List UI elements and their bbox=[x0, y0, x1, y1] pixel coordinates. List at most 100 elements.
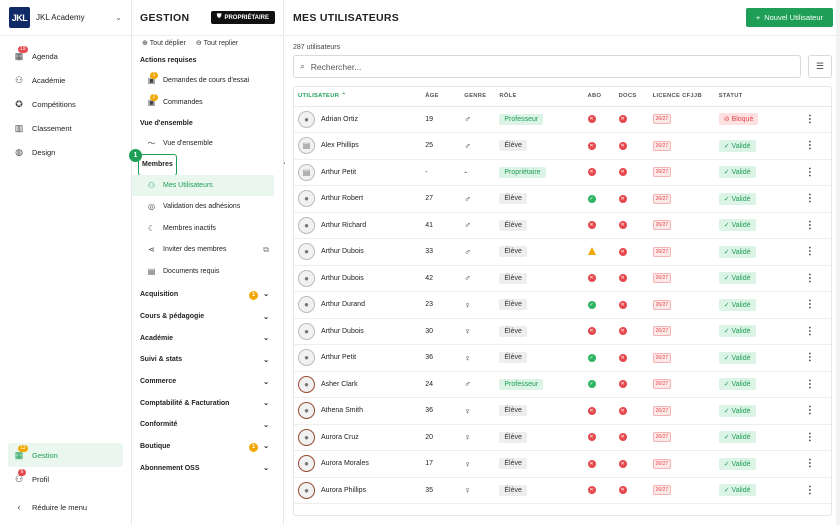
check-icon: ✓ bbox=[587, 380, 596, 389]
table-row[interactable]: ● Arthur Petit 36 ♀ Élève ✓ ✕ 26/27 ✓ Validé ⋮ bbox=[294, 344, 831, 372]
nav-bottom-item-1[interactable]: ⚇ 6 Profil bbox=[0, 467, 131, 491]
table-row[interactable]: ● Arthur Durand 23 ♀ Élève ✓ ✕ 26/27 ✓ Validé ⋮ bbox=[294, 291, 831, 319]
cell-abo: ✕ bbox=[583, 424, 615, 451]
row-menu-button[interactable]: ⋮ bbox=[788, 265, 831, 292]
col-header-1[interactable]: ÂGE bbox=[421, 87, 461, 107]
x-icon: ✕ bbox=[618, 300, 627, 309]
row-menu-button[interactable]: ⋮ bbox=[788, 477, 831, 504]
nav-item-1[interactable]: ⚇ Académie bbox=[0, 68, 131, 92]
members-item-label: Documents requis bbox=[163, 267, 220, 275]
table-row[interactable]: ● Adrian Ortiz 19 ♂ Professeur ✕ ✕ 26/27 ⊘ Bloqu… bbox=[294, 106, 831, 133]
members-item-label: Inviter des membres bbox=[163, 246, 227, 254]
members-item[interactable]: ▤ Documents requis bbox=[132, 261, 283, 283]
section-5[interactable]: Comptabilité & Facturation ⌄ bbox=[132, 392, 283, 414]
cell-role: Élève bbox=[495, 318, 584, 345]
section-2[interactable]: Académie ⌄ bbox=[132, 327, 283, 349]
row-menu-button[interactable]: ⋮ bbox=[788, 397, 831, 425]
cell-abo: ✓ bbox=[583, 291, 615, 319]
section-7[interactable]: Boutique 1 ⌄ bbox=[132, 436, 283, 458]
section-label: Académie bbox=[140, 334, 174, 342]
col-header-4[interactable]: ABO bbox=[583, 87, 615, 107]
section-right: ⌄ bbox=[263, 356, 269, 364]
section-3[interactable]: Suivi & stats ⌄ bbox=[132, 349, 283, 371]
table-row[interactable]: ● Asher Clark 24 ♂ Professeur ✓ ✕ 26/27 ✓ Validé… bbox=[294, 371, 831, 398]
table-row[interactable]: ● Aurora Phillips 35 ♀ Élève ✕ ✕ 26/27 ✓ Validé ⋮ bbox=[294, 477, 831, 504]
members-item[interactable]: ☾ Membres inactifs bbox=[132, 218, 283, 240]
row-menu-button[interactable]: ⋮ bbox=[788, 212, 831, 239]
user-name: Arthur Dubois bbox=[321, 274, 364, 282]
nav-item-4[interactable]: ◍ Design bbox=[0, 140, 131, 164]
nav-badge: 19 bbox=[18, 46, 28, 53]
user-name: Aurora Cruz bbox=[321, 433, 359, 441]
row-menu-button[interactable]: ⋮ bbox=[788, 291, 831, 319]
row-menu-button[interactable]: ⋮ bbox=[788, 106, 831, 133]
nav-item-0[interactable]: ▦ 19 Agenda bbox=[0, 44, 131, 68]
row-menu-button[interactable]: ⋮ bbox=[788, 371, 831, 398]
main-nav: ▦ 19 Agenda ⚇ Académie ✪ Compétitions ▥ Classeme… bbox=[0, 36, 131, 164]
row-menu-button[interactable]: ⋮ bbox=[788, 238, 831, 266]
search-placeholder: Rechercher... bbox=[310, 61, 362, 72]
check-circle-icon: ✓ bbox=[723, 248, 732, 256]
copy-icon[interactable]: ⧉ bbox=[263, 244, 269, 254]
user-name: Arthur Dubois bbox=[321, 327, 364, 335]
col-header-2[interactable]: GENRE bbox=[460, 87, 496, 107]
nav-bottom-item-0[interactable]: ▦ 13 Gestion bbox=[8, 443, 123, 467]
nav-badge: 6 bbox=[18, 469, 26, 476]
table-row[interactable]: ● Arthur Dubois 42 ♂ Élève ✕ ✕ 26/27 ✓ Validé ⋮ bbox=[294, 265, 831, 292]
col-header-6[interactable]: LICENCE CFJJB bbox=[648, 87, 715, 107]
col-header-5[interactable]: DOCS bbox=[614, 87, 649, 107]
cell-docs: ✕ bbox=[614, 477, 649, 504]
table-row[interactable]: ● Arthur Richard 41 ♂ Élève ✕ ✕ 26/27 ✓ Validé ⋮ bbox=[294, 212, 831, 239]
table-row[interactable]: ● Arthur Dubois 30 ♀ Élève ✕ ✕ 26/27 ✓ Validé ⋮ bbox=[294, 318, 831, 345]
action-item[interactable]: ▣ 1 Demandes de cours d'essai bbox=[132, 70, 283, 92]
blocked-icon: ⊘ bbox=[723, 116, 732, 124]
table-row[interactable]: ● Aurora Cruz 20 ♀ Élève ✕ ✕ 26/27 ✓ Validé ⋮ bbox=[294, 424, 831, 451]
members-item[interactable]: ◎ Validation des adhésions bbox=[132, 196, 283, 218]
collapse-all-button[interactable]: ⊖ Tout replier bbox=[196, 39, 238, 47]
filter-button[interactable]: ☰ bbox=[808, 55, 832, 78]
table-row[interactable]: ▤ Arthur Petit - - Propriétaire ✕ ✕ 26/27 ✓ Vali… bbox=[294, 159, 831, 186]
overview-link[interactable]: 〜 Vue d'ensemble bbox=[132, 133, 283, 155]
academy-logo: JKL bbox=[9, 7, 30, 28]
col-header-7[interactable]: STATUT bbox=[714, 87, 789, 107]
section-4[interactable]: Commerce ⌄ bbox=[132, 371, 283, 393]
col-header-3[interactable]: RÔLE bbox=[495, 87, 584, 107]
row-menu-button[interactable]: ⋮ bbox=[788, 159, 831, 186]
new-user-button[interactable]: + Nouvel Utilisateur bbox=[745, 8, 833, 27]
table-row[interactable]: ▤ Alex Phillips 25 ♂ Élève ✕ ✕ 26/27 ✓ Validé ⋮ bbox=[294, 132, 831, 160]
row-menu-button[interactable]: ⋮ bbox=[788, 132, 831, 160]
col-header-0[interactable]: UTILISATEUR ⌃ bbox=[294, 87, 422, 107]
section-0[interactable]: Acquisition 1 ⌄ bbox=[132, 284, 283, 306]
section-6[interactable]: Conformité ⌄ bbox=[132, 414, 283, 436]
nav-bottom-item-2[interactable]: ‹ Réduire le menu bbox=[0, 495, 131, 519]
row-menu-button[interactable]: ⋮ bbox=[788, 185, 831, 213]
brand-switcher[interactable]: JKL JKL Academy ⌄ bbox=[0, 0, 131, 36]
x-icon: ✕ bbox=[618, 406, 627, 415]
table-row[interactable]: ● Arthur Robert 27 ♂ Élève ✓ ✕ 26/27 ✓ Validé ⋮ bbox=[294, 185, 831, 213]
nav-item-2[interactable]: ✪ Compétitions bbox=[0, 92, 131, 116]
expand-all-button[interactable]: ⊕ Tout déplier bbox=[142, 39, 186, 47]
x-icon: ✕ bbox=[618, 221, 627, 230]
search-input[interactable]: ⌕ Rechercher... bbox=[293, 55, 801, 78]
table-row[interactable]: ● Arthur Dubois 33 ♂ Élève ✕ 26/27 ✓ Validé ⋮ bbox=[294, 238, 831, 266]
row-menu-button[interactable]: ⋮ bbox=[788, 318, 831, 345]
row-menu-button[interactable]: ⋮ bbox=[788, 344, 831, 372]
members-section-header[interactable]: Membres ⌃ bbox=[132, 153, 289, 176]
nav-item-3[interactable]: ▥ Classement bbox=[0, 116, 131, 140]
members-item[interactable]: ⚇ Mes Utilisateurs bbox=[132, 174, 274, 196]
user-count: 287 utilisateurs bbox=[293, 44, 341, 51]
table-row[interactable]: ● Aurora Morales 17 ♀ Élève ✕ ✕ 26/27 ✓ Validé ⋮ bbox=[294, 450, 831, 478]
cell-age: 19 bbox=[421, 106, 461, 133]
role-badge: Professeur bbox=[499, 113, 544, 125]
table-row[interactable]: ● Athena Smith 36 ♀ Élève ✕ ✕ 26/27 ✓ Validé ⋮ bbox=[294, 397, 831, 425]
panel-header: GESTION ⛊ PROPRIÉTAIRE bbox=[132, 0, 283, 36]
section-8[interactable]: Abonnement OSS ⌄ bbox=[132, 458, 283, 480]
row-menu-button[interactable]: ⋮ bbox=[788, 450, 831, 478]
row-menu-button[interactable]: ⋮ bbox=[788, 424, 831, 451]
section-1[interactable]: Cours & pédagogie ⌄ bbox=[132, 306, 283, 328]
nav-label: Agenda bbox=[32, 51, 58, 61]
expand-icon: ⊕ bbox=[142, 40, 148, 47]
members-item[interactable]: ⋖ Inviter des membres ⧉ bbox=[132, 239, 283, 261]
scrollbar[interactable] bbox=[836, 0, 840, 525]
action-item[interactable]: ▣ 2 Commandes bbox=[132, 92, 283, 114]
